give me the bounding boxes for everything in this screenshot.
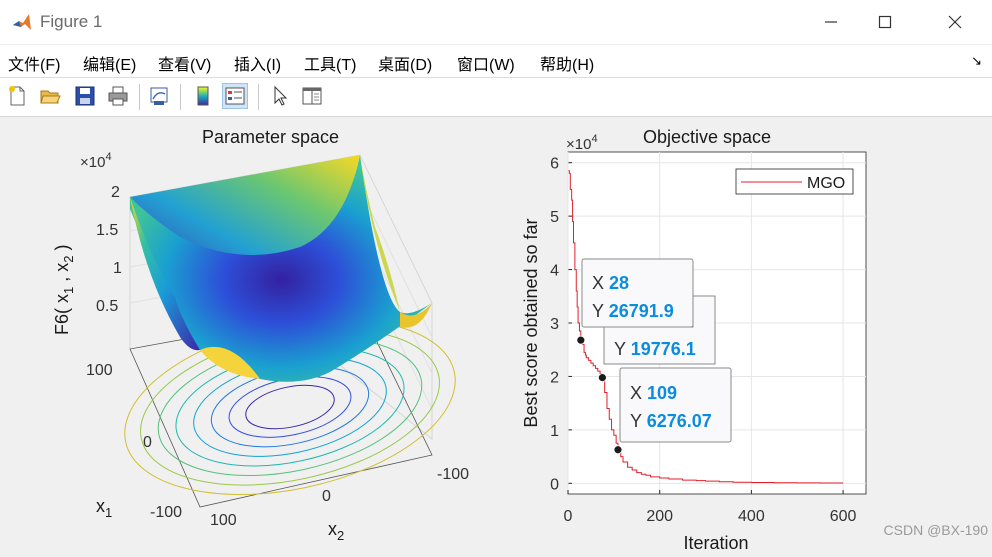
- select-pointer-button[interactable]: [266, 83, 292, 109]
- y-exponent-label: ×104: [566, 133, 598, 153]
- y-tick-label: 2: [550, 369, 559, 386]
- menu-help[interactable]: 帮助(H): [540, 57, 595, 74]
- colorbar-icon: [197, 86, 209, 106]
- x2-tick-label: 100: [210, 512, 237, 529]
- open-file-button[interactable]: [37, 83, 63, 109]
- z-tick-label: 2: [111, 184, 120, 201]
- menu-window[interactable]: 窗口(W): [457, 57, 515, 74]
- datatip-2[interactable]: Y 19776.1: [603, 295, 716, 365]
- surface-axes[interactable]: Parameter space ×104 2 1.5 1 0.5 F6( x1 …: [52, 127, 471, 543]
- save-disk-icon: [75, 86, 95, 106]
- maximize-button[interactable]: [862, 6, 908, 38]
- new-file-icon: [9, 86, 25, 106]
- mgo-convergence-line[interactable]: [568, 170, 844, 484]
- watermark: CSDN @BX-190: [883, 522, 988, 538]
- close-button[interactable]: [932, 6, 978, 38]
- menu-view[interactable]: 查看(V): [158, 57, 212, 74]
- datatip-box: [603, 295, 716, 365]
- y-tick-labels: 0 1 2 3 4 5 6: [550, 156, 559, 494]
- new-figure-button[interactable]: [4, 83, 30, 109]
- z-exponent-label: ×104: [80, 151, 112, 171]
- datatip-y: Y 19776.1: [614, 339, 696, 359]
- y-tick-label: 4: [550, 263, 559, 280]
- datatip-x: X 28: [592, 273, 629, 293]
- toolbar-separator: [180, 84, 181, 110]
- y-tick-label: 5: [550, 209, 559, 226]
- datatip-y: Y 26791.9: [592, 301, 674, 321]
- toolbar-separator: [258, 84, 259, 110]
- x-tick-label: 400: [738, 508, 765, 525]
- print-button[interactable]: [105, 83, 131, 109]
- matlab-logo-icon: [12, 12, 32, 32]
- window-title-bar: Figure 1: [0, 0, 992, 45]
- z-tick-label: 0.5: [96, 298, 118, 315]
- x2-tick-label: 0: [322, 488, 331, 505]
- y-tick-label: 3: [550, 316, 559, 333]
- x-tick-label: 600: [830, 508, 857, 525]
- menu-edit[interactable]: 编辑(E): [83, 57, 137, 74]
- minimize-icon: [825, 21, 837, 23]
- maximize-icon: [878, 15, 892, 29]
- y-tick-label: 6: [550, 156, 559, 173]
- close-icon: [948, 15, 962, 29]
- property-editor-icon: [302, 87, 322, 105]
- minimize-button[interactable]: [808, 6, 854, 38]
- datatip-y: Y 6276.07: [630, 411, 712, 431]
- menu-bar: 文件(F) 编辑(E) 查看(V) 插入(I) 工具(T) 桌面(D) 窗口(W…: [0, 45, 992, 78]
- datatip-marker[interactable]: [597, 373, 607, 383]
- toolbar-separator: [139, 84, 140, 110]
- x2-axis-label: x2: [328, 519, 344, 543]
- datatip-x: X 109: [630, 383, 677, 403]
- menu-tools[interactable]: 工具(T): [304, 57, 357, 74]
- datatip-markers: [576, 335, 623, 455]
- surface-axes-title: Parameter space: [202, 127, 339, 147]
- menu-desktop[interactable]: 桌面(D): [378, 57, 433, 74]
- property-editor-button[interactable]: [299, 83, 325, 109]
- x1-tick-label: 0: [143, 434, 152, 451]
- datatip-1[interactable]: X 28 Y 26791.9: [581, 258, 694, 328]
- z-axis-label: F6( x1 , x2 ): [52, 245, 76, 336]
- y-tick-label: 0: [550, 476, 559, 493]
- datatip-marker[interactable]: [576, 335, 586, 345]
- link-plot-icon: [150, 87, 168, 105]
- x1-axis-label: x1: [96, 496, 112, 520]
- cursor-arrow-icon: [274, 85, 288, 106]
- x1-tick-label: -100: [150, 504, 182, 521]
- menu-insert[interactable]: 插入(I): [234, 57, 282, 74]
- chart-title: Objective space: [643, 127, 771, 147]
- x-axis-label: Iteration: [683, 533, 748, 552]
- figure-svg: Parameter space ×104 2 1.5 1 0.5 F6( x1 …: [52, 127, 867, 553]
- surface-plot[interactable]: [130, 155, 432, 382]
- figure-canvas: Parameter space ×104 2 1.5 1 0.5 F6( x1 …: [0, 117, 992, 553]
- window-title: Figure 1: [40, 12, 103, 31]
- link-plot-button[interactable]: [146, 83, 172, 109]
- dock-arrow-icon[interactable]: ↘: [971, 53, 982, 68]
- legend-entry-mgo: MGO: [807, 175, 845, 192]
- datatip-3[interactable]: X 109 Y 6276.07: [619, 367, 732, 443]
- menu-file[interactable]: 文件(F): [8, 57, 61, 74]
- figure-toolbar: [0, 78, 992, 117]
- colorbar-button[interactable]: [190, 83, 216, 109]
- legend[interactable]: MGO: [735, 168, 854, 195]
- z-tick-label: 1.5: [96, 222, 118, 239]
- folder-open-icon: [40, 90, 61, 104]
- x-tick-labels: 0 200 400 600: [564, 508, 857, 525]
- z-tick-label: 1: [113, 260, 122, 277]
- legend-icon: [225, 87, 245, 105]
- x-tick-label: 200: [646, 508, 673, 525]
- y-tick-label: 1: [550, 423, 559, 440]
- x1-tick-label: 100: [86, 362, 113, 379]
- y-axis-label: Best score obtained so far: [521, 218, 541, 427]
- x2-tick-label: -100: [437, 466, 469, 483]
- datatip-marker[interactable]: [613, 445, 623, 455]
- legend-button[interactable]: [222, 83, 248, 109]
- datatip-box: [619, 367, 732, 443]
- save-button[interactable]: [72, 83, 98, 109]
- x-tick-label: 0: [564, 508, 573, 525]
- printer-icon: [108, 86, 128, 106]
